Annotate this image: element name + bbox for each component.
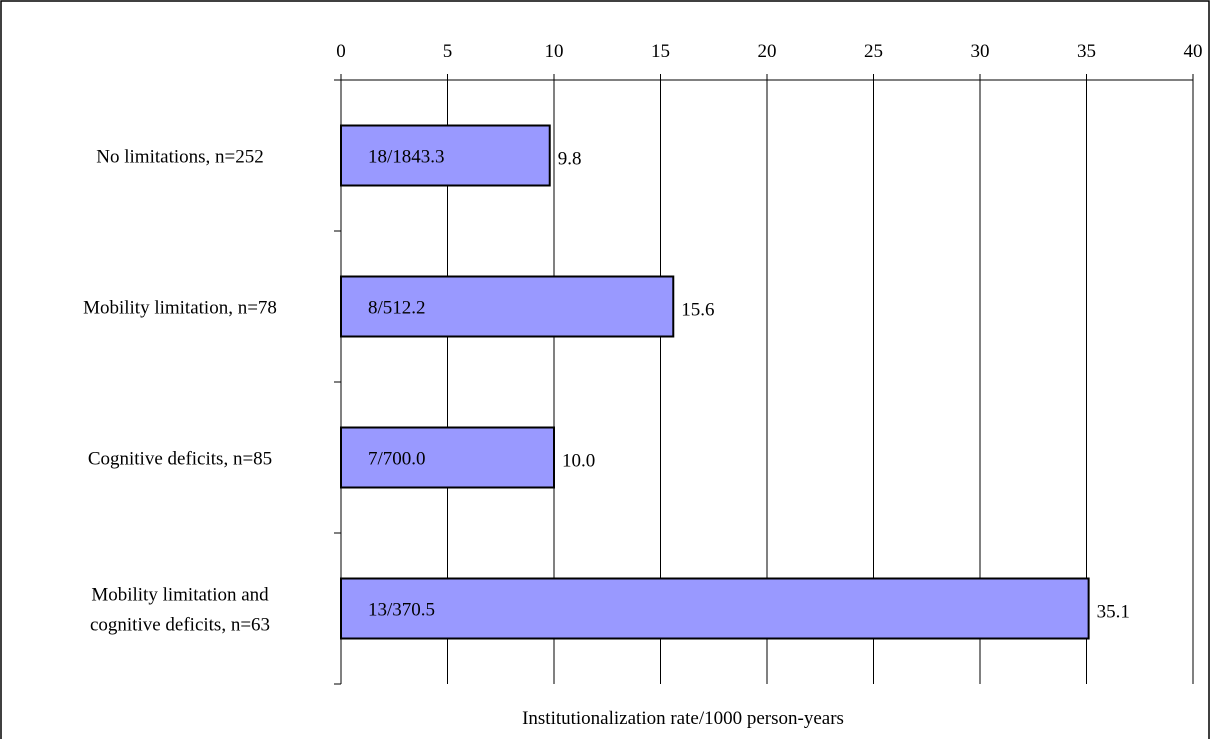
x-tick-label: 40 bbox=[1184, 41, 1203, 62]
x-tick-label: 5 bbox=[443, 41, 453, 62]
bar bbox=[340, 426, 555, 489]
bar-inner-label: 7/700.0 bbox=[368, 449, 426, 470]
bar-value-label: 35.1 bbox=[1097, 602, 1130, 623]
x-tick-label: 0 bbox=[336, 41, 346, 62]
bar bbox=[340, 275, 675, 338]
x-tick-label: 30 bbox=[971, 41, 990, 62]
x-tick-label: 35 bbox=[1077, 41, 1096, 62]
bar bbox=[340, 577, 1090, 640]
bar-value-label: 9.8 bbox=[558, 149, 582, 170]
category-label: No limitations, n=252 bbox=[96, 147, 263, 168]
bar bbox=[340, 124, 551, 187]
category-label: Mobility limitation, n=78 bbox=[83, 298, 277, 319]
bar-inner-label: 18/1843.3 bbox=[368, 147, 445, 168]
category-label: Mobility limitation and bbox=[91, 585, 269, 606]
bar-inner-label: 13/370.5 bbox=[368, 600, 435, 621]
bar-value-label: 15.6 bbox=[681, 300, 714, 321]
x-tick-label: 20 bbox=[758, 41, 777, 62]
bar-inner-label: 8/512.2 bbox=[368, 298, 426, 319]
x-tick-label: 15 bbox=[651, 41, 670, 62]
bar-value-label: 10.0 bbox=[562, 451, 595, 472]
x-tick-label: 25 bbox=[864, 41, 883, 62]
x-axis-title: Institutionalization rate/1000 person-ye… bbox=[522, 708, 844, 729]
category-label: cognitive deficits, n=63 bbox=[90, 615, 270, 636]
category-label: Cognitive deficits, n=85 bbox=[88, 449, 272, 470]
x-tick-label: 10 bbox=[545, 41, 564, 62]
